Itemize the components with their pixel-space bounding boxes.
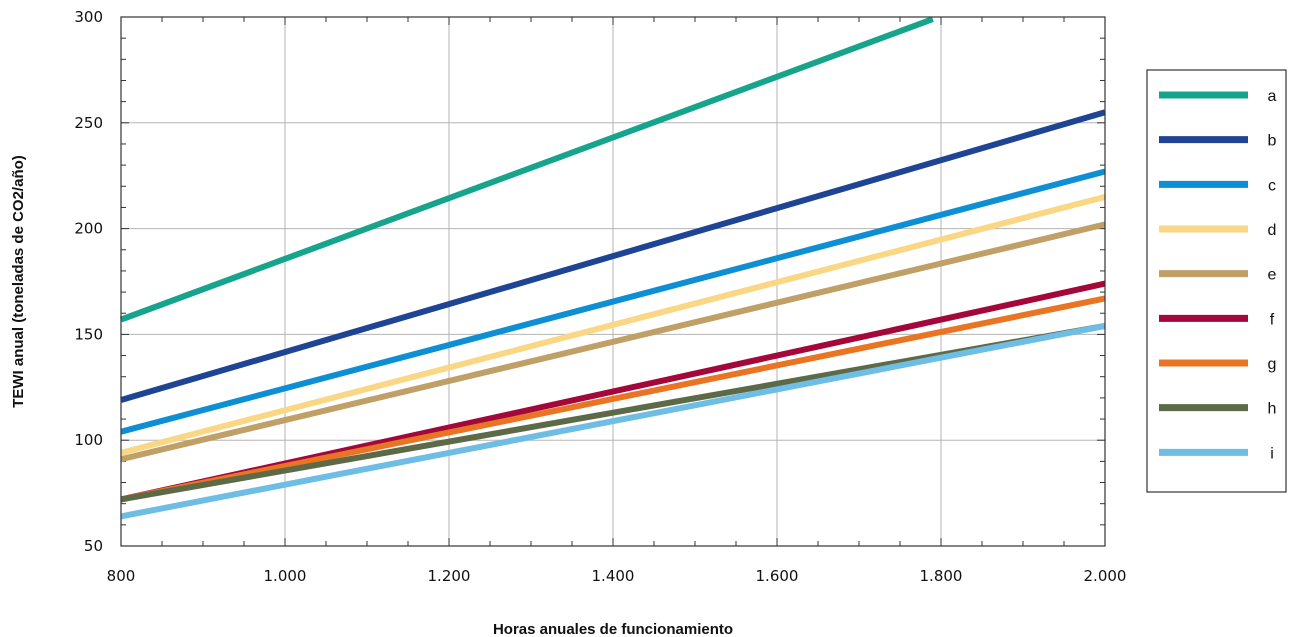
y-axis-title: TEWI anual (toneladas de CO2/año)	[10, 155, 27, 408]
grid-lines	[121, 17, 1105, 546]
series-line-d	[120, 193, 1106, 456]
y-tick-label: 300	[74, 8, 103, 26]
plot-frame	[120, 16, 1106, 547]
legend-label-f: f	[1270, 311, 1275, 328]
x-tick-label: 800	[107, 567, 136, 585]
legend-label-i: i	[1270, 445, 1274, 462]
series-line-c	[120, 168, 1106, 435]
x-tick-label: 2.000	[1084, 567, 1127, 585]
y-tick-label: 50	[84, 537, 103, 555]
x-tick-label: 1.600	[756, 567, 799, 585]
legend: a b c d e f g h i	[1146, 69, 1287, 493]
legend-label-c: c	[1268, 177, 1276, 194]
series-line-e	[120, 221, 1106, 463]
x-tick-label: 1.800	[920, 567, 963, 585]
legend-label-g: g	[1268, 356, 1277, 373]
series-line-i	[120, 322, 1106, 520]
legend-frame	[1146, 69, 1287, 493]
legend-label-e: e	[1268, 267, 1277, 284]
y-tick-label: 150	[74, 325, 103, 343]
series-line-a	[119, 16, 934, 323]
x-tick-label: 1.200	[428, 567, 471, 585]
series-line-g	[120, 295, 1106, 503]
y-tick-label: 200	[74, 220, 103, 238]
x-axis-title: Horas anuales de funcionamiento	[493, 621, 733, 637]
legend-label-b: b	[1268, 133, 1277, 150]
y-tick-label: 250	[74, 114, 103, 132]
legend-label-a: a	[1268, 88, 1277, 105]
x-tick-labels: 800 1.000 1.200 1.400 1.600 1.800 2.000	[107, 567, 1127, 585]
legend-label-d: d	[1268, 222, 1277, 239]
x-tick-label: 1.400	[592, 567, 635, 585]
y-tick-label: 100	[74, 431, 103, 449]
series-lines	[119, 16, 1106, 520]
y-tick-labels: 50 100 150 200 250 300	[74, 8, 103, 555]
series-line-b	[120, 109, 1106, 403]
x-tick-label: 1.000	[264, 567, 307, 585]
legend-label-h: h	[1268, 401, 1277, 418]
